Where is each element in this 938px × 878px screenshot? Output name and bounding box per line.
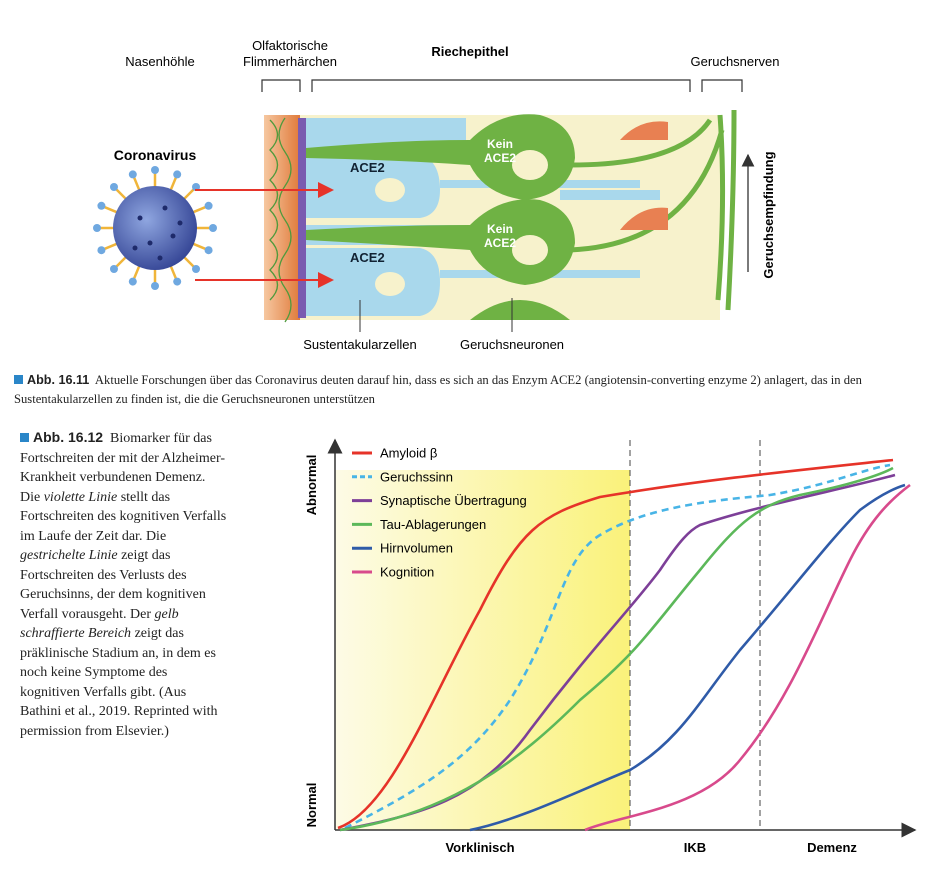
label: Coronavirus: [114, 147, 197, 163]
caption-text: stellt das Fortschreiten des kognitiven …: [20, 489, 227, 544]
brackets: [261, 79, 743, 92]
preclinical-area: [335, 470, 630, 830]
biomarker-chart: Amyloid β Geruchssinn Synaptische Übertrag…: [304, 438, 917, 855]
label: Kein ACE2: [484, 222, 516, 250]
cilia-base: [298, 118, 306, 318]
legend-label: Synaptische Übertragung: [380, 493, 527, 508]
legend-label: Geruchssinn: [380, 469, 453, 484]
spike-tip: [97, 246, 106, 255]
spike-tip: [128, 170, 137, 179]
label-line: Flimmerhärchen: [243, 54, 337, 69]
label: Geruchsnerven: [691, 54, 780, 69]
nucleus: [375, 178, 405, 202]
label: Geruchsneuronen: [460, 337, 564, 352]
leader-lines: [359, 298, 513, 332]
nucleus: [512, 150, 548, 180]
spike-tip: [192, 182, 201, 191]
caption: Abb. 16.12 Biomarker für das Fortschreit…: [20, 428, 228, 741]
nucleus: [375, 272, 405, 296]
label: ACE2: [350, 250, 385, 265]
label: Kein ACE2: [484, 137, 516, 165]
legend-label: Amyloid β: [380, 446, 437, 461]
label: Riechepithel: [431, 44, 508, 59]
spike-tip: [97, 201, 106, 210]
curve: [469, 483, 906, 832]
cilia: [269, 117, 292, 323]
virus-dot: [177, 220, 183, 226]
virus-body: [113, 186, 197, 270]
spike-tip: [204, 246, 213, 255]
nucleus: [512, 235, 548, 265]
caption-text: Aktuelle Forschungen über das Coronaviru…: [14, 373, 862, 406]
caption-icon: [14, 375, 23, 384]
label: Olfaktorische Flimmerhärchen: [243, 38, 337, 69]
neurons: [306, 114, 575, 320]
legend-label: Tau-Ablagerungen: [380, 517, 486, 532]
virus-dot: [137, 215, 143, 221]
caption: Abb. 16.11 Aktuelle Forschungen über das…: [14, 371, 884, 409]
caption-text: Biomarker für das Fortschreiten der mit …: [20, 431, 225, 505]
label: Geruchsempfindung: [761, 151, 776, 278]
legend: Amyloid β Geruchssinn Synaptische Übertrag…: [352, 446, 527, 580]
spike-tip: [173, 277, 182, 286]
caption-label: Abb. 16.12: [33, 429, 104, 445]
curve: [339, 466, 894, 832]
caption-emphasis: gelb schraffierte Bereich: [20, 606, 179, 642]
label: Sustentakularzellen: [303, 337, 416, 352]
curve: [584, 483, 911, 832]
basal-cells: [620, 121, 668, 230]
spike-tip: [192, 265, 201, 274]
spike-tip: [209, 224, 217, 232]
label: Nasenhöhle: [125, 54, 194, 69]
virus-dot: [162, 205, 168, 211]
axis-label: Abnormal: [304, 455, 319, 516]
caption-icon: [20, 433, 29, 442]
spike-tip: [109, 265, 118, 274]
caption-text: zeigt das Fortschreiten des Verlusts des…: [20, 548, 206, 622]
label-line: Olfaktorische: [252, 38, 328, 53]
spike-tip: [93, 224, 101, 232]
label-line: ACE2: [484, 236, 516, 250]
spike-tip: [204, 201, 213, 210]
label-line: ACE2: [484, 151, 516, 165]
caption-label: Abb. 16.11: [27, 373, 90, 387]
spike-tip: [151, 166, 159, 174]
caption-emphasis: gestrichelte Linie: [20, 548, 118, 563]
phase-label: IKB: [684, 840, 706, 855]
virus: [93, 166, 217, 290]
legend-label: Hirnvolumen: [380, 541, 453, 556]
curve: [337, 458, 894, 830]
olfactory-diagram: Nasenhöhle Olfaktorische Flimmerhärchen R…: [93, 38, 779, 352]
caption-text: zeigt das präklinische Stadium an, in de…: [20, 626, 218, 739]
spike-tip: [128, 277, 137, 286]
label-line: Kein: [487, 137, 513, 151]
virus-dot: [132, 245, 138, 251]
spike-tip: [173, 170, 182, 179]
label-line: Kein: [487, 222, 513, 236]
label: ACE2: [350, 160, 385, 175]
spike-tip: [109, 182, 118, 191]
phase-label: Demenz: [807, 840, 857, 855]
legend-label: Kognition: [380, 565, 434, 580]
spike-tip: [151, 282, 159, 290]
virus-dot: [170, 233, 176, 239]
virus-dot: [157, 255, 163, 261]
axis-label: Normal: [304, 783, 319, 828]
caption-emphasis: violette Linie: [43, 489, 118, 505]
virus-dot: [147, 240, 153, 246]
phase-label: Vorklinisch: [445, 840, 514, 855]
